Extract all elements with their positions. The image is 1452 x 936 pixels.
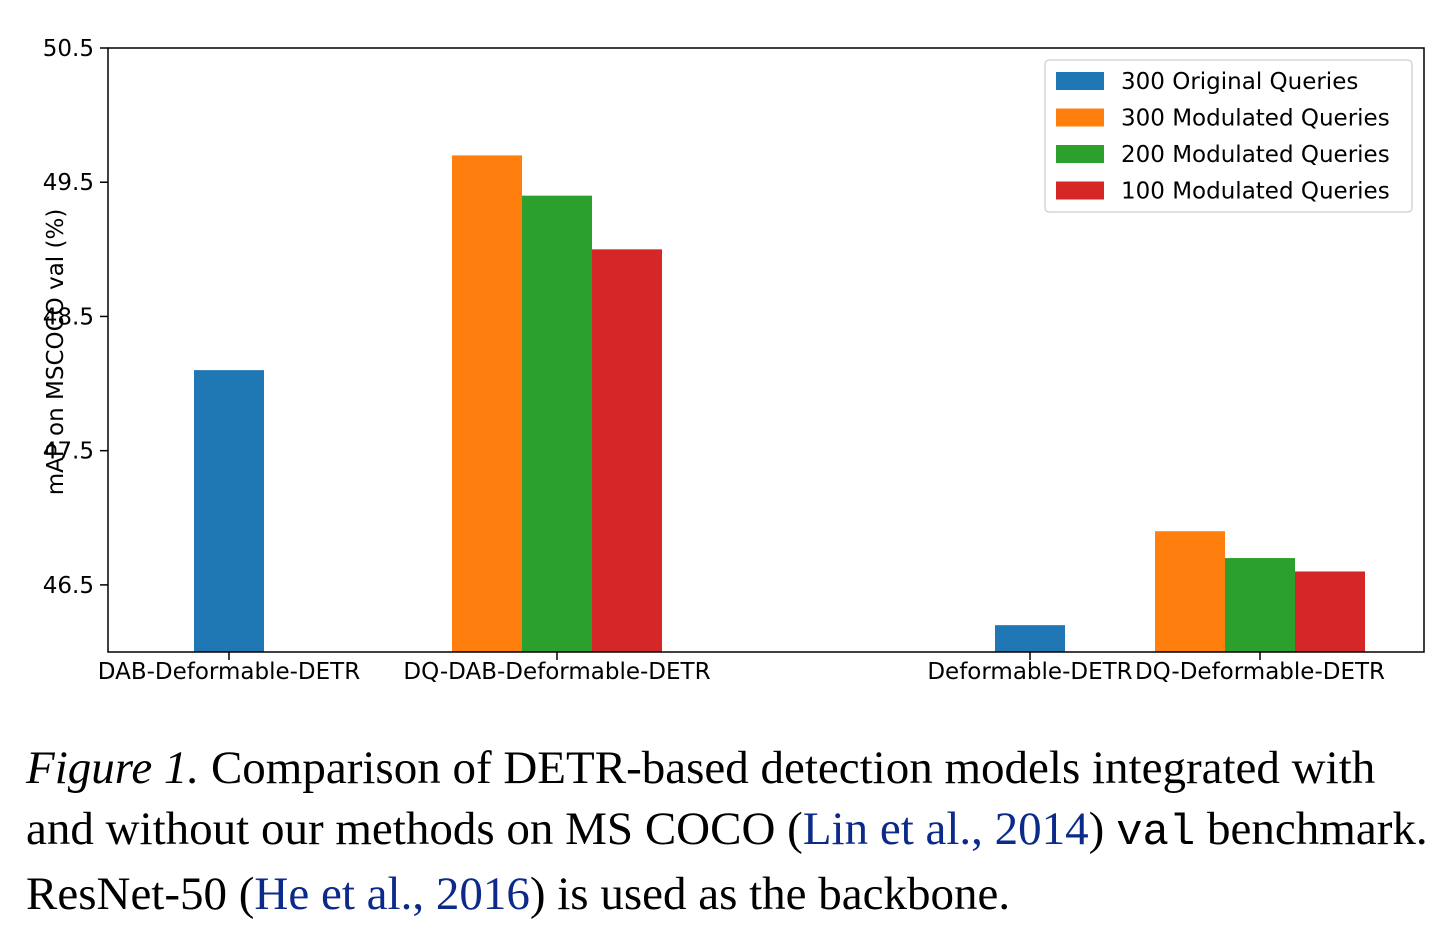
caption-text-1: Comparison of DETR-based detection model…: [26, 742, 1376, 855]
caption-text-3: benchmark. ResNet-50 (: [26, 803, 1428, 920]
legend-label-3: 200 Modulated Queries: [1121, 142, 1390, 168]
figure-caption: Figure 1. Comparison of DETR-based detec…: [26, 738, 1436, 925]
y-tick-label-5: 50.5: [43, 36, 94, 62]
citation-he-2016[interactable]: He et al., 2016: [254, 868, 530, 920]
x-tick-label-2: DQ-DAB-Deformable-DETR: [403, 659, 710, 685]
bar-1-1: [194, 370, 264, 652]
legend-swatch-4: [1056, 181, 1104, 200]
y-axis-label: mAP on MSCOCO val (%): [43, 209, 69, 496]
x-tick-label-4: DQ-Deformable-DETR: [1135, 659, 1385, 685]
caption-val-code: val: [1116, 808, 1196, 858]
legend-label-4: 100 Modulated Queries: [1121, 179, 1390, 205]
bar-4-2: [1155, 531, 1225, 652]
bar-2-3: [522, 195, 592, 652]
y-axis: 46.5 47.5 48.5 49.5 50.5: [43, 36, 108, 599]
bar-4-4: [1295, 571, 1365, 652]
caption-text-4: ) is used as the backbone.: [529, 868, 1011, 920]
legend: 300 Original Queries 300 Modulated Querie…: [1044, 59, 1413, 213]
x-tick-label-3: Deformable-DETR: [927, 659, 1132, 685]
bar-2-4: [592, 249, 662, 653]
legend-label-2: 300 Modulated Queries: [1121, 106, 1390, 132]
legend-swatch-3: [1056, 145, 1104, 163]
citation-lin-2014[interactable]: Lin et al., 2014: [802, 803, 1089, 855]
bar-3-1: [995, 625, 1065, 652]
legend-label-1: 300 Original Queries: [1121, 69, 1358, 95]
figure-label: Figure 1.: [26, 742, 200, 794]
bar-2-2: [452, 155, 522, 652]
legend-swatch-2: [1056, 108, 1104, 127]
caption-text-2: ): [1088, 803, 1117, 855]
y-tick-label-2: 47.5: [43, 439, 94, 465]
y-tick-label-3: 48.5: [43, 304, 94, 330]
y-tick-label-1: 46.5: [43, 573, 94, 599]
legend-frame: [1044, 59, 1413, 213]
x-axis: DAB-Deformable-DETR DQ-DAB-Deformable-DET…: [98, 652, 1385, 685]
x-tick-label-1: DAB-Deformable-DETR: [98, 659, 360, 685]
plot-frame: [107, 47, 1425, 653]
bars-layer: [194, 155, 1365, 653]
y-tick-label-4: 49.5: [43, 170, 94, 196]
legend-swatch-1: [1056, 72, 1104, 90]
bar-4-3: [1225, 558, 1295, 652]
bar-chart: 46.5 47.5 48.5 49.5 50.5 DAB-Deformable-DETR…: [43, 36, 1425, 685]
